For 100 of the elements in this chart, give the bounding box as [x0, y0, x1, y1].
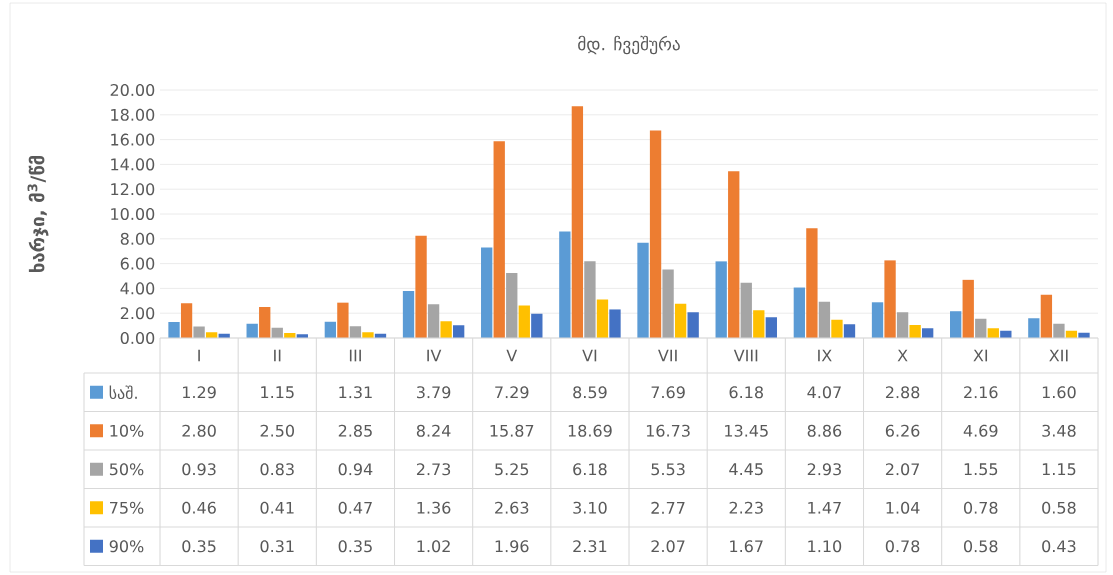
- data-label: 4.07: [807, 386, 841, 399]
- data-label: 0.47: [338, 501, 372, 514]
- data-label: 1.04: [886, 501, 920, 514]
- x-tick-label: III: [349, 349, 361, 362]
- y-tick-label: 10.00: [111, 207, 155, 221]
- y-tick-label: 12.00: [111, 183, 155, 196]
- data-label: 2.50: [260, 424, 294, 437]
- bar: [259, 307, 271, 339]
- data-label: 2.23: [729, 501, 763, 514]
- bar: [452, 325, 465, 339]
- data-label: 0.41: [260, 501, 294, 514]
- x-tick-label: XII: [1049, 349, 1068, 362]
- data-label: 2.80: [182, 424, 216, 437]
- data-label: 1.96: [495, 540, 529, 553]
- data-label: 2.63: [495, 501, 529, 514]
- bar: [193, 326, 205, 339]
- data-label: 0.83: [260, 463, 294, 476]
- data-label: 0.35: [182, 540, 216, 553]
- data-label: 2.07: [885, 463, 920, 476]
- data-label: 1.29: [183, 386, 216, 399]
- y-tick-label: 8.00: [120, 232, 155, 245]
- data-label: 2.85: [338, 424, 372, 437]
- x-tick-label: I: [198, 349, 200, 362]
- bar: [571, 106, 584, 339]
- data-label: 0.93: [182, 463, 216, 476]
- x-tick-label: IX: [818, 349, 832, 362]
- bar: [909, 325, 921, 339]
- legend-label: 50%: [109, 463, 144, 476]
- bar: [687, 312, 699, 339]
- x-tick-label: II: [274, 349, 281, 362]
- data-label: 6.18: [729, 386, 763, 399]
- data-label: 1.60: [1042, 386, 1076, 399]
- x-tick-label: VI: [582, 349, 597, 362]
- data-label: 2.93: [807, 463, 841, 476]
- x-tick-label: IV: [427, 349, 442, 362]
- data-label: 8.59: [573, 386, 607, 399]
- bar: [584, 261, 596, 339]
- data-label: 0.46: [182, 501, 216, 514]
- legend-label: 90%: [109, 540, 144, 553]
- x-tick-label: X: [897, 349, 908, 362]
- chart-title: მდ. ჩვეშურა: [578, 35, 680, 55]
- data-label: 7.29: [495, 386, 529, 399]
- y-tick-label: 14.00: [111, 158, 155, 171]
- bar: [975, 318, 987, 339]
- data-label: 0.35: [338, 540, 372, 553]
- y-tick-label: 0.00: [120, 331, 155, 345]
- bar: [818, 301, 831, 339]
- bar: [337, 302, 349, 339]
- bar: [793, 287, 806, 339]
- bar: [427, 304, 440, 339]
- data-label: 1.47: [808, 501, 841, 514]
- legend-label: 75%: [110, 501, 144, 514]
- data-label: 1.67: [730, 540, 763, 553]
- bar: [324, 321, 337, 339]
- bar: [168, 322, 180, 339]
- bar: [518, 305, 530, 339]
- data-label: 5.25: [495, 463, 529, 476]
- bar: [493, 141, 505, 339]
- data-label: 0.94: [338, 463, 373, 476]
- data-label: 8.86: [807, 424, 842, 437]
- bar: [180, 303, 193, 339]
- y-tick-label: 16.00: [111, 133, 155, 146]
- data-label: 1.15: [261, 386, 294, 399]
- data-label: 1.02: [417, 540, 450, 553]
- bar: [715, 261, 727, 339]
- bar: [728, 171, 740, 339]
- bar: [871, 302, 884, 339]
- bar: [440, 321, 452, 339]
- bar: [362, 332, 374, 339]
- bar: [559, 231, 571, 339]
- data-label: 0.58: [1042, 501, 1076, 514]
- bar: [637, 242, 649, 339]
- bar: [1040, 294, 1053, 339]
- bar: [506, 272, 518, 339]
- bar: [950, 311, 962, 339]
- data-label: 2.16: [964, 386, 998, 399]
- bar: [662, 269, 674, 339]
- data-label: 1.10: [808, 540, 842, 553]
- bar: [402, 291, 415, 339]
- bar: [987, 328, 999, 339]
- data-label: 0.78: [885, 540, 920, 553]
- bar: [531, 313, 543, 339]
- bar: [596, 299, 609, 339]
- data-label: 4.45: [729, 463, 763, 476]
- data-label: 1.31: [339, 386, 372, 399]
- bar: [649, 130, 662, 339]
- x-tick-label: VIII: [733, 349, 758, 362]
- bar: [1028, 318, 1040, 339]
- y-tick-label: 2.00: [120, 307, 155, 320]
- bar: [349, 326, 362, 339]
- x-tick-label: VII: [658, 349, 677, 362]
- legend-label: 10%: [110, 424, 144, 437]
- data-label: 2.07: [651, 540, 685, 553]
- y-tick-label: 6.00: [120, 257, 155, 270]
- data-label: 3.48: [1042, 424, 1076, 437]
- y-tick-label: 4.00: [120, 282, 155, 295]
- data-label: 0.31: [260, 540, 294, 553]
- data-label: 18.69: [568, 424, 612, 437]
- data-label: 4.69: [963, 424, 998, 437]
- bar: [765, 317, 777, 339]
